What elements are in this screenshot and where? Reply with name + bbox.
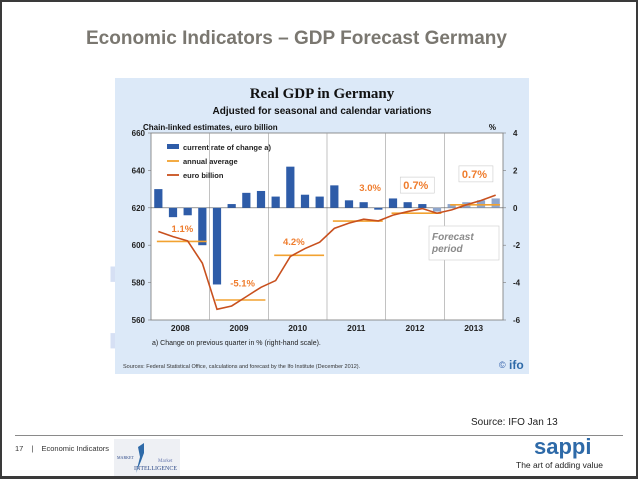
gdp-change-bar xyxy=(359,202,368,208)
left-axis-label: Chain-linked estimates, euro billion xyxy=(143,123,278,132)
year-tick-label: 2013 xyxy=(464,323,483,333)
left-tick-label: 600 xyxy=(132,241,146,250)
right-tick-label: 0 xyxy=(513,204,518,213)
euro-billion-line xyxy=(158,194,496,311)
gdp-change-bar xyxy=(315,196,324,208)
chart-title: Real GDP in Germany xyxy=(250,86,395,102)
chart-subtitle: Adjusted for seasonal and calendar varia… xyxy=(213,106,432,117)
gdp-change-bar xyxy=(403,202,412,208)
annual-growth-label: 4.2% xyxy=(283,237,305,248)
year-tick-label: 2011 xyxy=(347,323,366,333)
ifo-logo: ifo xyxy=(509,358,524,372)
legend-label: euro billion xyxy=(183,171,224,180)
gdp-chart: Real GDP in Germany Adjusted for seasona… xyxy=(123,86,524,372)
arrow-icon xyxy=(136,443,144,473)
source-note: Source: IFO Jan 13 xyxy=(471,417,558,428)
left-tick-label: 660 xyxy=(132,129,146,138)
gdp-change-bar xyxy=(447,204,456,208)
annual-growth-label: 3.0% xyxy=(359,183,381,194)
gdp-change-bar xyxy=(344,200,354,208)
gdp-change-bar xyxy=(183,207,192,216)
sappi-logo: sappi The art of adding value xyxy=(512,434,603,471)
gdp-change-bar xyxy=(418,204,427,208)
annual-growth-label: 1.1% xyxy=(172,224,194,235)
chart-footnote: a) Change on previous quarter in % (righ… xyxy=(152,340,321,347)
left-tick-label: 560 xyxy=(132,316,146,325)
right-tick-label: 2 xyxy=(513,166,518,175)
year-tick-label: 2009 xyxy=(230,323,249,333)
gdp-change-bar xyxy=(330,185,339,208)
forecast-label-line1: Forecast xyxy=(432,232,474,243)
footer-divider xyxy=(15,435,623,436)
gdp-change-bar xyxy=(227,204,236,208)
gdp-change-bar xyxy=(198,207,207,246)
annual-growth-label: -5.1% xyxy=(230,278,255,289)
page-number: 17 xyxy=(15,444,24,453)
gdp-change-bar xyxy=(242,192,251,208)
annual-growth-label: 0.7% xyxy=(462,169,487,181)
year-tick-label: 2010 xyxy=(288,323,307,333)
gdp-change-bar xyxy=(300,194,310,208)
gdp-chart-panel: Real GDP in Germany Adjusted for seasona… xyxy=(115,78,529,374)
sappi-brand: sappi xyxy=(534,434,592,459)
growth-label-box xyxy=(399,176,435,194)
gdp-change-bar xyxy=(256,190,266,208)
forecast-period-box xyxy=(428,225,500,261)
logo-line1: MARKET xyxy=(117,455,134,460)
annual-growth-label: 0.7% xyxy=(403,180,428,192)
right-tick-label: 4 xyxy=(513,129,518,138)
right-axis-label: % xyxy=(489,123,496,132)
left-tick-label: 640 xyxy=(132,166,146,175)
chart-sources: Sources: Federal Statistical Office, cal… xyxy=(123,364,361,370)
forecast-label-line2: period xyxy=(431,244,463,255)
slide-title: Economic Indicators – GDP Forecast Germa… xyxy=(86,28,507,49)
logo-line2: Market xyxy=(158,459,173,464)
logo-line3: INTELLIGENCE xyxy=(134,466,177,472)
gdp-change-bar xyxy=(286,166,295,208)
right-tick-label: -6 xyxy=(513,316,521,325)
legend-label: annual average xyxy=(183,157,238,166)
gdp-change-bar xyxy=(168,207,178,218)
footer-left: 17 | Economic Indicators | xyxy=(15,444,125,453)
gdp-change-bar xyxy=(212,207,222,285)
sappi-tagline: The art of adding value xyxy=(516,460,603,470)
right-tick-label: -2 xyxy=(513,241,521,250)
year-tick-label: 2008 xyxy=(171,323,190,333)
copyright-symbol: © xyxy=(499,360,506,370)
gdp-change-bar xyxy=(432,207,442,212)
left-tick-label: 620 xyxy=(132,204,146,213)
year-tick-label: 2012 xyxy=(406,323,425,333)
gdp-change-bar xyxy=(491,198,500,208)
gdp-change-bar xyxy=(271,196,280,208)
gdp-change-bar xyxy=(388,198,398,208)
gdp-change-bar xyxy=(374,207,383,210)
footer-section: Economic Indicators xyxy=(41,444,110,453)
gdp-change-bar xyxy=(154,189,163,208)
market-intelligence-logo: MARKET Market INTELLIGENCE xyxy=(114,439,180,476)
footer-separator: | xyxy=(31,444,34,453)
legend-label: current rate of change a) xyxy=(183,143,271,152)
growth-label-box xyxy=(458,165,494,183)
left-tick-label: 580 xyxy=(132,279,146,288)
right-tick-label: -4 xyxy=(513,279,521,288)
legend-swatch-bar xyxy=(167,144,179,149)
